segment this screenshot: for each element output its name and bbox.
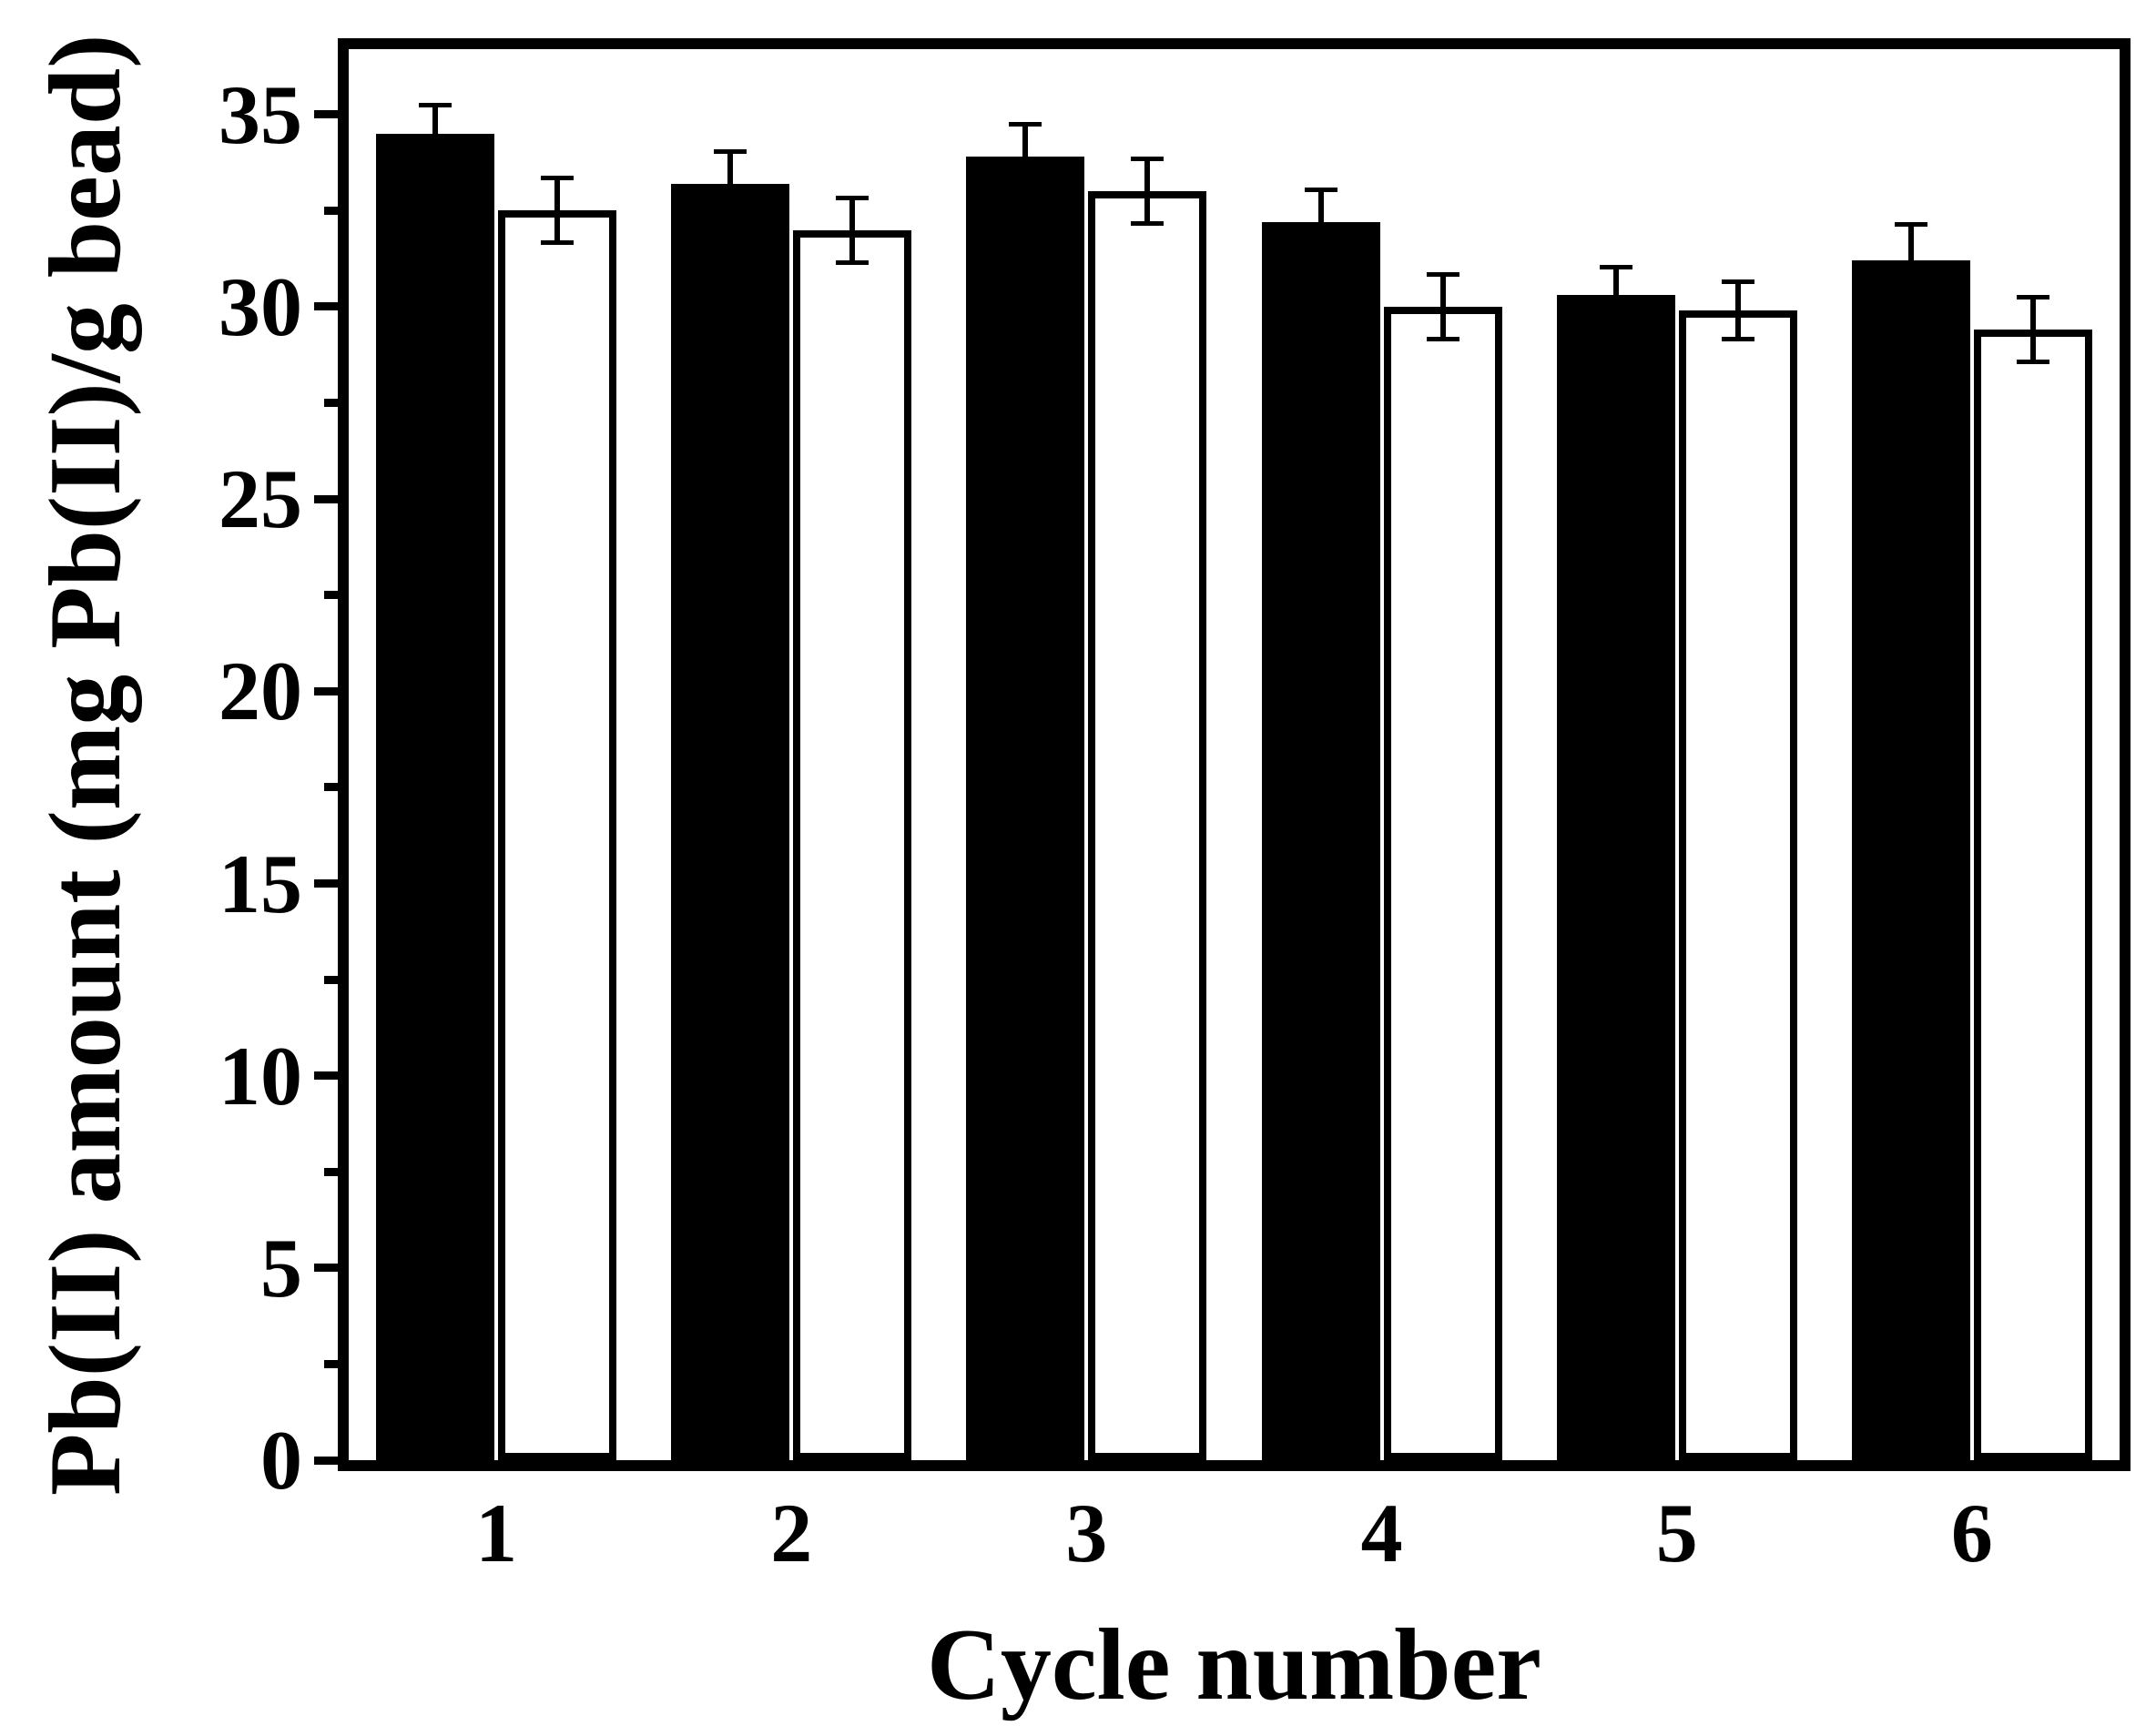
error-stem-white-open-bars-cycle2	[849, 195, 856, 265]
error-cap-top-black-filled-bars-cycle1	[419, 103, 453, 108]
y-tick-major-35	[314, 110, 338, 119]
plot-area	[349, 49, 2120, 1460]
bar-white-open-bars-cycle3	[1088, 191, 1207, 1460]
error-stem-white-open-bars-cycle6	[2029, 295, 2036, 365]
y-tick-marks	[314, 49, 338, 1465]
x-axis-title: Cycle number	[926, 1609, 1541, 1721]
plot-frame	[338, 38, 2131, 1471]
y-tick-major-0	[314, 1456, 338, 1465]
error-cap-top-black-filled-bars-cycle2	[714, 148, 747, 154]
error-stem-white-open-bars-cycle3	[1144, 157, 1151, 227]
bar-white-open-bars-cycle4	[1383, 306, 1502, 1460]
y-tick-major-15	[314, 879, 338, 888]
error-stem-white-open-bars-cycle1	[554, 176, 561, 246]
y-tick-label-5: 5	[260, 1221, 302, 1315]
y-tick-minor-32.5	[324, 206, 338, 215]
y-tick-label-25: 25	[219, 452, 302, 546]
y-tick-label-10: 10	[219, 1029, 302, 1122]
error-cap-top-white-open-bars-cycle2	[836, 195, 870, 200]
error-stem-black-filled-bars-cycle3	[1022, 122, 1029, 165]
error-stem-black-filled-bars-cycle4	[1317, 188, 1324, 230]
error-cap-top-white-open-bars-cycle1	[541, 176, 575, 181]
y-tick-minor-12.5	[324, 975, 338, 984]
error-stem-white-open-bars-cycle4	[1439, 271, 1446, 341]
x-tick-label-6: 6	[1950, 1487, 1993, 1579]
bar-black-filled-bars-cycle1	[376, 133, 495, 1460]
x-tick-label-1: 1	[475, 1487, 518, 1579]
bar-black-filled-bars-cycle6	[1851, 260, 1970, 1460]
y-tick-major-20	[314, 686, 338, 695]
error-cap-top-black-filled-bars-cycle6	[1894, 222, 1927, 228]
y-tick-labels: 0 5 10 15 20 25 30 35	[0, 49, 302, 1502]
bar-white-open-bars-cycle2	[793, 229, 912, 1460]
x-tick-label-4: 4	[1360, 1487, 1403, 1579]
error-cap-top-black-filled-bars-cycle3	[1009, 122, 1042, 127]
error-cap-bottom-white-open-bars-cycle5	[1721, 336, 1754, 341]
bar-black-filled-bars-cycle2	[671, 183, 790, 1460]
y-tick-minor-22.5	[324, 591, 338, 600]
bar-white-open-bars-cycle5	[1678, 310, 1797, 1460]
x-tick-label-2: 2	[770, 1487, 813, 1579]
y-tick-minor-17.5	[324, 783, 338, 792]
y-tick-label-30: 30	[219, 259, 302, 353]
y-tick-major-5	[314, 1264, 338, 1273]
error-cap-top-white-open-bars-cycle4	[1426, 271, 1459, 277]
y-tick-minor-7.5	[324, 1167, 338, 1176]
bar-white-open-bars-cycle1	[498, 210, 617, 1460]
error-cap-bottom-white-open-bars-cycle3	[1131, 221, 1164, 227]
y-tick-minor-27.5	[324, 399, 338, 408]
error-cap-bottom-white-open-bars-cycle1	[541, 240, 575, 246]
x-tick-label-3: 3	[1065, 1487, 1108, 1579]
y-tick-minor-2.5	[324, 1359, 338, 1368]
error-cap-top-white-open-bars-cycle3	[1131, 157, 1164, 162]
error-cap-top-white-open-bars-cycle6	[2016, 295, 2049, 300]
x-tick-label-5: 5	[1655, 1487, 1698, 1579]
error-cap-bottom-white-open-bars-cycle4	[1426, 336, 1459, 341]
error-stem-black-filled-bars-cycle1	[432, 103, 439, 141]
error-cap-bottom-white-open-bars-cycle6	[2016, 360, 2049, 365]
bar-black-filled-bars-cycle3	[966, 157, 1085, 1460]
error-cap-top-black-filled-bars-cycle4	[1304, 188, 1337, 193]
error-stem-black-filled-bars-cycle2	[727, 148, 734, 191]
bar-white-open-bars-cycle6	[1973, 330, 2092, 1460]
bar-black-filled-bars-cycle4	[1261, 222, 1380, 1460]
y-tick-major-30	[314, 302, 338, 311]
error-cap-top-white-open-bars-cycle5	[1721, 279, 1754, 285]
error-cap-top-black-filled-bars-cycle5	[1599, 264, 1632, 269]
bar-black-filled-bars-cycle5	[1556, 295, 1675, 1460]
error-stem-black-filled-bars-cycle5	[1612, 264, 1619, 303]
error-cap-bottom-white-open-bars-cycle2	[836, 259, 870, 265]
y-tick-label-0: 0	[260, 1414, 302, 1507]
y-tick-major-10	[314, 1071, 338, 1081]
y-tick-label-15: 15	[219, 837, 302, 930]
error-stem-black-filled-bars-cycle6	[1907, 222, 1914, 269]
error-stem-white-open-bars-cycle5	[1734, 279, 1741, 341]
y-tick-label-35: 35	[219, 67, 302, 161]
y-tick-label-20: 20	[219, 645, 302, 738]
y-tick-major-25	[314, 494, 338, 503]
